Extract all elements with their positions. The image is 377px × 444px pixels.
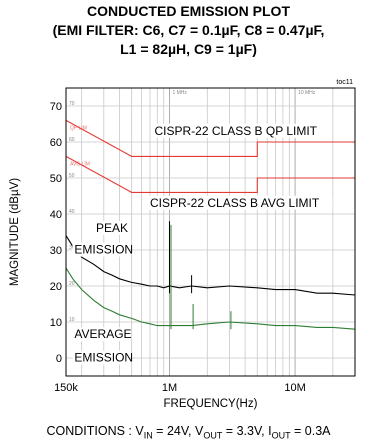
y-tick-label: 70	[50, 101, 62, 113]
y-tick-label: 0	[56, 353, 62, 365]
y-tick-label: 50	[50, 173, 62, 185]
series-line-peak-emission	[65, 235, 356, 296]
annotation-background	[94, 221, 123, 235]
chart-title-line-2: (EMI FILTER: C6, C7 = 0.1µF, C8 = 0.47µF…	[52, 22, 325, 38]
inner-y-label: 70	[69, 101, 75, 107]
x-tick-label: 150k	[54, 382, 78, 394]
annotation-label: EMISSION	[74, 351, 133, 365]
annotation-background	[72, 242, 130, 257]
y-axis-label: MAGNITUDE (dBµV)	[9, 178, 21, 286]
x-tick-label: 10M	[284, 382, 305, 394]
annotation-background	[72, 350, 130, 365]
y-tick-label: 30	[50, 245, 62, 257]
annotation-background	[152, 123, 331, 138]
annotation-label: PEAK	[96, 221, 128, 235]
conditions-text: CONDITIONS : VIN = 24V, VOUT = 3.3V, IOU…	[46, 424, 331, 441]
inner-y-label: 20	[69, 281, 75, 287]
annotation-label: CISPR-22 CLASS B QP LIMIT	[155, 124, 318, 138]
faint-limit-label: QP LIM	[70, 125, 87, 131]
inner-freq-label: 1 MHz	[172, 90, 187, 96]
annotation-label: CISPR-22 CLASS B AVG LIMIT	[150, 196, 320, 210]
inner-y-label: 30	[69, 245, 75, 251]
figure-code: toc11	[336, 79, 353, 86]
y-tick-label: 40	[50, 209, 62, 221]
x-axis-label: FREQUENCY(Hz)	[164, 398, 258, 410]
chart-title-line-1: CONDUCTED EMISSION PLOT	[86, 3, 290, 19]
plot-frame	[65, 87, 356, 377]
inner-y-label: 50	[69, 173, 75, 179]
inner-y-label: 10	[69, 317, 75, 323]
y-tick-label: 20	[50, 281, 62, 293]
annotation-label: EMISSION	[74, 243, 133, 257]
series-line-cispr-22-class-b-avg-limit	[65, 155, 355, 193]
series-line-average-emission	[65, 267, 356, 330]
series-line-cispr-22-class-b-qp-limit	[65, 119, 355, 157]
y-tick-label: 10	[50, 317, 62, 329]
inner-y-label: 40	[69, 209, 75, 215]
inner-y-label: 60	[69, 137, 75, 143]
y-tick-label: 60	[50, 137, 62, 149]
inner-freq-label: 10 MHz	[298, 90, 316, 96]
annotation-background	[148, 195, 333, 210]
x-tick-label: 1M	[162, 382, 177, 394]
annotation-label: AVERAGE	[74, 327, 131, 341]
chart-title-line-3: L1 = 82µH, C9 = 1µF)	[120, 41, 257, 57]
annotation-background	[72, 327, 123, 342]
